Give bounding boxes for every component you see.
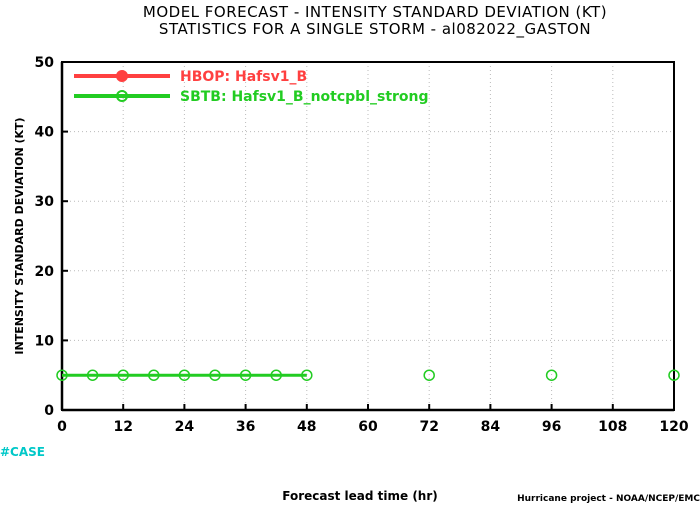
series-point-1: [668, 369, 680, 381]
y-tick-label: 10: [35, 333, 55, 349]
credit-text: Hurricane project - NOAA/NCEP/EMC: [517, 494, 700, 504]
legend-label-sbtb: SBTB: Hafsv1_B_notcpbl_strong: [180, 89, 429, 105]
y-ticks: 0 10 20 30 40 50: [35, 55, 68, 419]
case-label: #CASE: [0, 445, 45, 459]
series-point-1: [209, 369, 221, 381]
series-point-1: [301, 369, 313, 381]
x-tick-label: 0: [57, 419, 67, 435]
x-tick-label: 72: [419, 419, 438, 435]
series-point-1: [148, 369, 160, 381]
series-point-1: [56, 369, 68, 381]
series-point-1: [423, 369, 435, 381]
y-tick-label: 50: [35, 55, 55, 71]
series-point-1: [178, 369, 191, 381]
x-ticks: 0 12 24 36 48 60 72 84 96 108 120: [57, 404, 689, 435]
series-point-1: [86, 369, 99, 381]
x-tick-label: 36: [236, 419, 255, 435]
y-tick-label: 20: [35, 264, 55, 280]
series-point-1: [545, 369, 558, 381]
legend-item-hbop: HBOP: Hafsv1_B: [74, 69, 307, 85]
x-tick-label: 96: [542, 419, 561, 435]
chart-subtitle: STATISTICS FOR A SINGLE STORM - al082022…: [159, 20, 591, 39]
x-tick-label: 48: [297, 419, 316, 435]
x-tick-label: 60: [358, 419, 378, 435]
y-tick-label: 0: [44, 403, 54, 419]
legend-marker-hbop: [116, 70, 128, 82]
x-tick-label: 120: [659, 419, 688, 435]
x-tick-label: 108: [598, 419, 627, 435]
y-tick-label: 30: [35, 194, 55, 210]
series-point-1: [239, 369, 252, 381]
series-layer: [56, 369, 680, 381]
legend: HBOP: Hafsv1_B SBTB: Hafsv1_B_notcpbl_st…: [74, 69, 429, 105]
x-axis-label: Forecast lead time (hr): [282, 489, 438, 503]
legend-label-hbop: HBOP: Hafsv1_B: [180, 69, 307, 85]
series-point-1: [117, 369, 129, 381]
x-tick-label: 12: [113, 419, 132, 435]
x-tick-label: 24: [175, 419, 195, 435]
legend-item-sbtb: SBTB: Hafsv1_B_notcpbl_strong: [74, 89, 429, 105]
grid: [62, 62, 674, 410]
chart-title: MODEL FORECAST - INTENSITY STANDARD DEVI…: [143, 3, 607, 21]
y-tick-label: 40: [35, 125, 55, 141]
x-tick-label: 84: [481, 419, 501, 435]
legend-marker-sbtb: [116, 90, 128, 102]
y-axis-label: INTENSITY STANDARD DEVIATION (KT): [13, 117, 26, 354]
series-point-1: [270, 369, 282, 381]
